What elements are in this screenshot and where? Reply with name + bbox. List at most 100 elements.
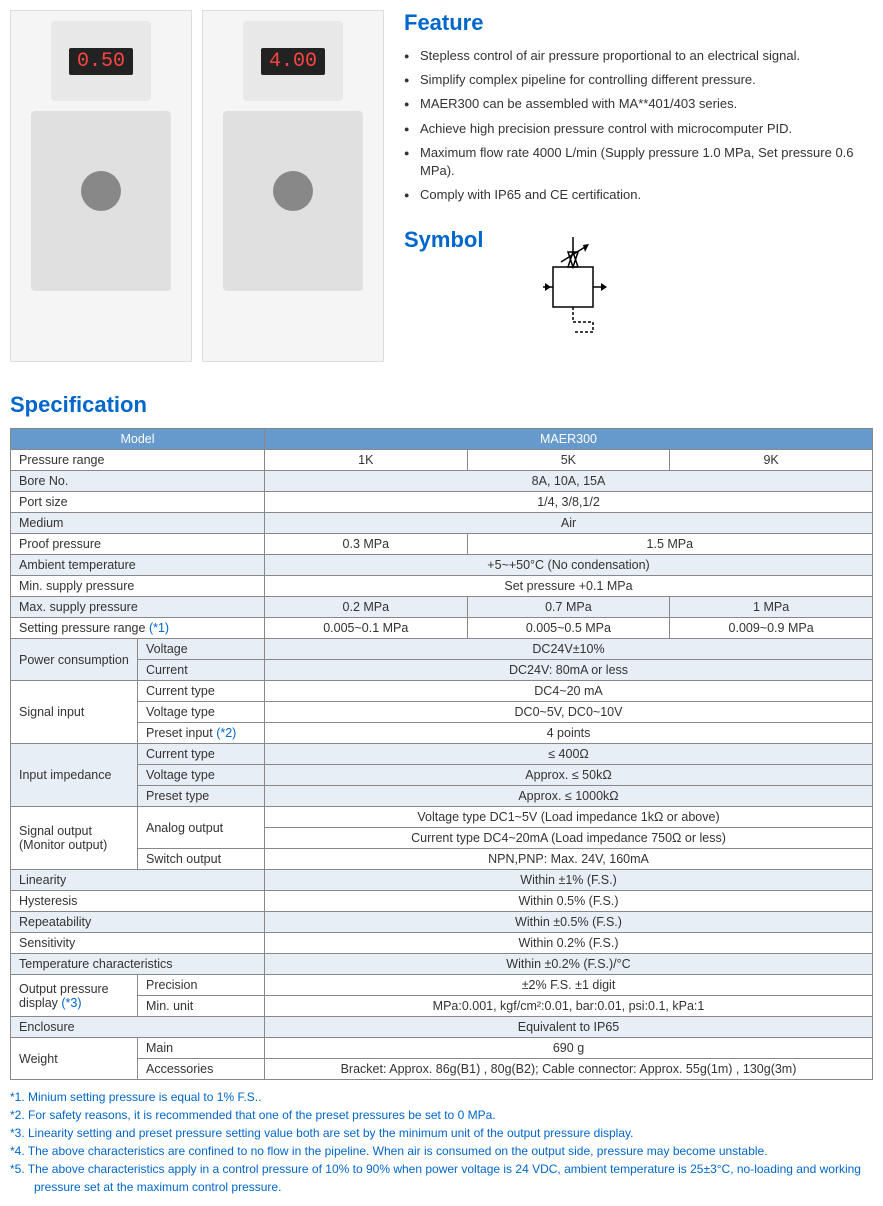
product-image-2: 4.00 [202,10,384,362]
cell: 8A, 10A, 15A [265,471,873,492]
table-row: Repeatability Within ±0.5% (F.S.) [11,912,873,933]
cell: NPN,PNP: Max. 24V, 160mA [265,849,873,870]
row-label: Medium [11,513,265,534]
table-row: Port size 1/4, 3/8,1/2 [11,492,873,513]
sub-label: Current [138,660,265,681]
table-row: Voltage type Approx. ≤ 50kΩ [11,765,873,786]
feature-item: Simplify complex pipeline for controllin… [404,68,873,92]
table-row: Accessories Bracket: Approx. 86g(B1) , 8… [11,1059,873,1080]
cell: Approx. ≤ 1000kΩ [265,786,873,807]
cell: +5~+50°C (No condensation) [265,555,873,576]
row-label: Proof pressure [11,534,265,555]
cell: 9K [670,450,873,471]
cell: 0.009~0.9 MPa [670,618,873,639]
table-row: Max. supply pressure 0.2 MPa 0.7 MPa 1 M… [11,597,873,618]
symbol-title: Symbol [404,227,483,253]
table-row: Preset type Approx. ≤ 1000kΩ [11,786,873,807]
cell: 1/4, 3/8,1/2 [265,492,873,513]
row-label: Power consumption [11,639,138,681]
sub-label: Min. unit [138,996,265,1017]
table-row: Pressure range 1K 5K 9K [11,450,873,471]
cell: 1 MPa [670,597,873,618]
sub-label: Voltage [138,639,265,660]
cell: 1K [265,450,468,471]
row-label: Temperature characteristics [11,954,265,975]
pneumatic-symbol-icon [523,227,623,347]
table-row: Weight Main 690 g [11,1038,873,1059]
cell: 0.7 MPa [467,597,670,618]
sub-label: Current type [138,681,265,702]
feature-list: Stepless control of air pressure proport… [404,44,873,207]
cell: 0.3 MPa [265,534,468,555]
row-label: Sensitivity [11,933,265,954]
cell: Within 0.2% (F.S.) [265,933,873,954]
footnote: *4. The above characteristics are confin… [10,1142,873,1160]
cell: ±2% F.S. ±1 digit [265,975,873,996]
cell: Current type DC4~20mA (Load impedance 75… [265,828,873,849]
cell: Air [265,513,873,534]
table-row: Setting pressure range (*1) 0.005~0.1 MP… [11,618,873,639]
top-section: 0.50 4.00 Feature Stepless control of ai… [10,10,873,362]
cell: ≤ 400Ω [265,744,873,765]
feature-title: Feature [404,10,873,36]
cell: 4 points [265,723,873,744]
footnote: *3. Linearity setting and preset pressur… [10,1124,873,1142]
table-row: Preset input (*2) 4 points [11,723,873,744]
feature-item: Stepless control of air pressure proport… [404,44,873,68]
row-label: Input impedance [11,744,138,807]
row-label: Pressure range [11,450,265,471]
symbol-row: Symbol [404,227,873,347]
footnotes: *1. Minium setting pressure is equal to … [10,1088,873,1196]
spec-table: Model MAER300 Pressure range 1K 5K 9K Bo… [10,428,873,1080]
table-row: Temperature characteristics Within ±0.2%… [11,954,873,975]
cell: DC24V±10% [265,639,873,660]
cell: Within 0.5% (F.S.) [265,891,873,912]
cell: DC4~20 mA [265,681,873,702]
footnote: *5. The above characteristics apply in a… [10,1160,873,1196]
cell: 1.5 MPa [467,534,872,555]
cell: 0.005~0.5 MPa [467,618,670,639]
row-label: Weight [11,1038,138,1080]
row-label: Hysteresis [11,891,265,912]
feature-item: Comply with IP65 and CE certification. [404,183,873,207]
table-row: Switch output NPN,PNP: Max. 24V, 160mA [11,849,873,870]
table-row: Signal input Current type DC4~20 mA [11,681,873,702]
cell: Voltage type DC1~5V (Load impedance 1kΩ … [265,807,873,828]
display-value-2: 4.00 [261,48,325,75]
row-label: Signal input [11,681,138,744]
row-label: Repeatability [11,912,265,933]
cell: DC24V: 80mA or less [265,660,873,681]
spec-title: Specification [10,392,873,418]
cell: Equivalent to IP65 [265,1017,873,1038]
table-row: Current DC24V: 80mA or less [11,660,873,681]
cell: Set pressure +0.1 MPa [265,576,873,597]
sub-label: Preset type [138,786,265,807]
row-label: Max. supply pressure [11,597,265,618]
row-label: Enclosure [11,1017,265,1038]
cell: 0.2 MPa [265,597,468,618]
cell: Within ±0.2% (F.S.)/°C [265,954,873,975]
table-row: Input impedance Current type ≤ 400Ω [11,744,873,765]
table-row: Bore No. 8A, 10A, 15A [11,471,873,492]
sub-label: Switch output [138,849,265,870]
sub-label: Main [138,1038,265,1059]
row-label: Port size [11,492,265,513]
table-row: Medium Air [11,513,873,534]
feature-item: Maximum flow rate 4000 L/min (Supply pre… [404,141,873,183]
row-label: Min. supply pressure [11,576,265,597]
footnote: *1. Minium setting pressure is equal to … [10,1088,873,1106]
table-row: Min. supply pressure Set pressure +0.1 M… [11,576,873,597]
row-label: Signal output (Monitor output) [11,807,138,870]
feature-section: Feature Stepless control of air pressure… [404,10,873,362]
sub-label: Analog output [138,807,265,849]
model-value: MAER300 [265,429,873,450]
sub-label: Voltage type [138,702,265,723]
table-row: Power consumption Voltage DC24V±10% [11,639,873,660]
table-row: Ambient temperature +5~+50°C (No condens… [11,555,873,576]
table-row: Sensitivity Within 0.2% (F.S.) [11,933,873,954]
product-image-1: 0.50 [10,10,192,362]
cell: Approx. ≤ 50kΩ [265,765,873,786]
cell: Within ±0.5% (F.S.) [265,912,873,933]
cell: 0.005~0.1 MPa [265,618,468,639]
cell: 690 g [265,1038,873,1059]
